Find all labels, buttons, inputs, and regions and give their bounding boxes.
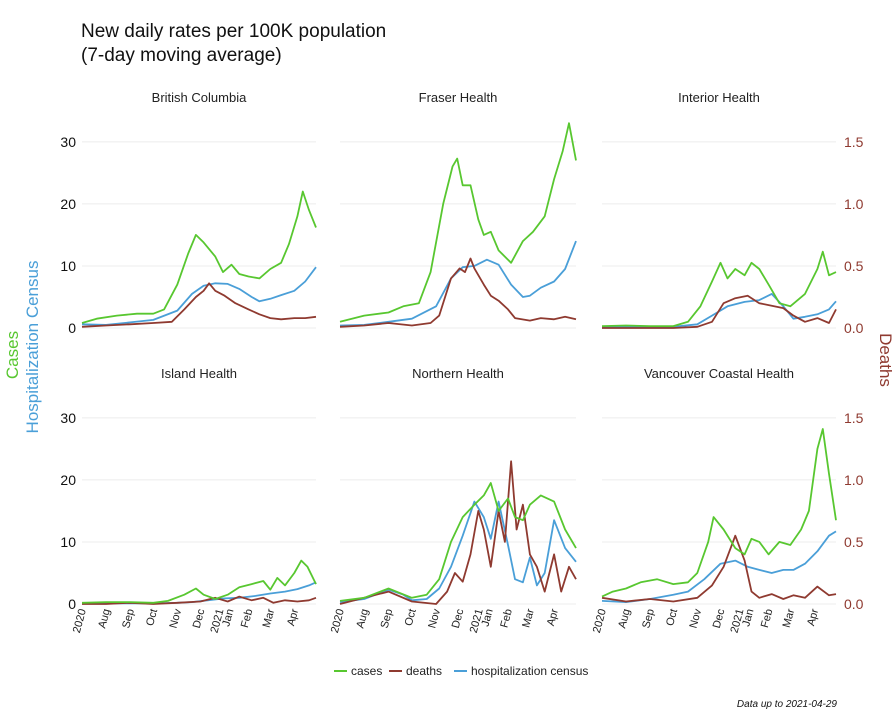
chart-title-line2: (7-day moving average) bbox=[81, 45, 282, 66]
series-line-deaths bbox=[82, 595, 317, 605]
x-tick-label: Mar bbox=[781, 607, 798, 629]
x-tick-label: Aug bbox=[616, 608, 633, 630]
x-tick-label: Nov bbox=[426, 607, 443, 629]
series-line-cases bbox=[339, 122, 577, 323]
series-line-deaths bbox=[601, 534, 837, 603]
series-line-deaths bbox=[81, 282, 317, 328]
series-line-hospitalization bbox=[81, 266, 317, 326]
legend-label-cases: cases bbox=[351, 664, 382, 678]
x-tick-label: Apr bbox=[285, 607, 301, 627]
x-tick-label: 2020 bbox=[329, 608, 347, 635]
series-line-deaths bbox=[602, 294, 837, 329]
y-tick-label-left: 20 bbox=[60, 472, 76, 488]
series-line-deaths bbox=[339, 257, 577, 328]
y-tick-label-left: 30 bbox=[60, 134, 76, 150]
x-tick-label: Apr bbox=[805, 607, 821, 627]
x-tick-label: Sep bbox=[640, 608, 657, 630]
y-axis-title-cases: Cases bbox=[3, 331, 22, 379]
series-line-deaths bbox=[339, 460, 577, 605]
y-axis-title-deaths: Deaths bbox=[876, 333, 895, 387]
series-line-hospitalization bbox=[82, 581, 317, 605]
panel-title: British Columbia bbox=[152, 90, 247, 105]
x-tick-label: Nov bbox=[688, 607, 705, 629]
x-tick-label: Jan bbox=[480, 608, 496, 628]
x-tick-label: Oct bbox=[664, 608, 680, 628]
panel-title: Vancouver Coastal Health bbox=[644, 366, 794, 381]
x-tick-label: Feb bbox=[498, 608, 515, 629]
x-tick-label: Aug bbox=[96, 608, 113, 630]
y-tick-label-right: 0.0 bbox=[844, 320, 864, 336]
series-line-cases bbox=[81, 559, 317, 604]
x-tick-label: Dec bbox=[191, 607, 208, 629]
y-tick-label-left: 20 bbox=[60, 196, 76, 212]
series-line-hospitalization bbox=[339, 500, 577, 603]
y-tick-label-right: 1.5 bbox=[844, 410, 864, 426]
x-tick-label: Nov bbox=[168, 607, 185, 629]
panel-title: Interior Health bbox=[678, 90, 760, 105]
y-tick-label-right: 0.5 bbox=[844, 534, 864, 550]
series-line-cases bbox=[601, 250, 837, 327]
legend-label-hosp: hospitalization census bbox=[471, 664, 588, 678]
y-tick-label-right: 0.5 bbox=[844, 258, 864, 274]
y-tick-label-left: 0 bbox=[68, 320, 76, 336]
panel-title: Fraser Health bbox=[419, 90, 498, 105]
chart-title-line1: New daily rates per 100K population bbox=[81, 21, 387, 42]
series-line-hospitalization bbox=[601, 530, 837, 603]
x-tick-label: Oct bbox=[144, 608, 160, 628]
series-line-cases bbox=[339, 482, 577, 602]
x-tick-label: Oct bbox=[403, 608, 419, 628]
data-footnote: Data up to 2021-04-29 bbox=[736, 699, 837, 710]
series-line-cases bbox=[81, 190, 317, 324]
y-tick-label-left: 0 bbox=[68, 596, 76, 612]
x-tick-label: 2020 bbox=[591, 608, 609, 635]
x-tick-label: Feb bbox=[239, 608, 256, 629]
legend-label-deaths: deaths bbox=[406, 664, 442, 678]
series-line-hospitalization bbox=[339, 240, 577, 327]
x-tick-label: Aug bbox=[354, 608, 371, 630]
panel-title: Northern Health bbox=[412, 366, 504, 381]
y-tick-label-right: 1.0 bbox=[844, 472, 864, 488]
y-tick-label-right: 0.0 bbox=[844, 596, 864, 612]
series-line-cases bbox=[601, 428, 837, 598]
y-tick-label-left: 10 bbox=[60, 534, 76, 550]
y-tick-label-left: 10 bbox=[60, 258, 76, 274]
x-tick-label: Dec bbox=[711, 607, 728, 629]
x-tick-label: Dec bbox=[450, 607, 467, 629]
x-tick-label: Sep bbox=[379, 608, 396, 630]
x-tick-label: Mar bbox=[520, 607, 537, 629]
y-axis-title-hospitalization: Hospitalization Census bbox=[23, 261, 42, 434]
y-tick-label-right: 1.5 bbox=[844, 134, 864, 150]
x-tick-label: Apr bbox=[545, 607, 561, 627]
panel-title: Island Health bbox=[161, 366, 237, 381]
x-tick-label: Mar bbox=[261, 607, 278, 629]
x-tick-label: Jan bbox=[220, 608, 236, 628]
x-tick-label: Jan bbox=[740, 608, 756, 628]
y-tick-label-left: 30 bbox=[60, 410, 76, 426]
x-tick-label: Feb bbox=[759, 608, 776, 629]
y-tick-label-right: 1.0 bbox=[844, 196, 864, 212]
x-tick-label: Sep bbox=[120, 608, 137, 630]
